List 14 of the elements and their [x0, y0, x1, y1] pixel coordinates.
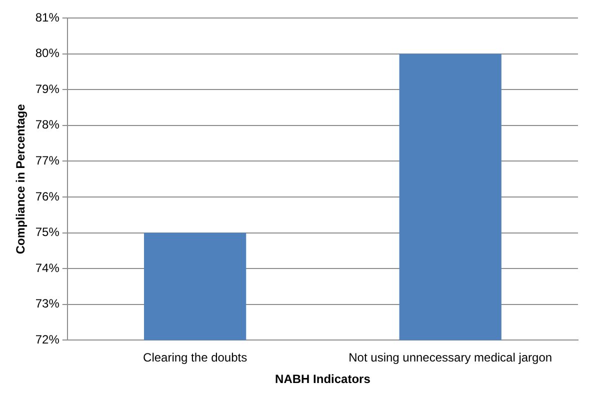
y-tick-label: 76% — [35, 189, 60, 204]
x-tick-label: Not using unnecessary medical jargon — [348, 350, 552, 365]
y-axis-title: Compliance in Percentage — [14, 104, 28, 254]
y-tick-label: 80% — [35, 46, 60, 60]
y-tick-label: 81% — [35, 10, 60, 24]
y-tick-label: 74% — [35, 260, 60, 275]
y-tick-label: 73% — [35, 296, 60, 311]
x-tick-label: Clearing the doubts — [143, 350, 248, 365]
x-axis-title: NABH Indicators — [275, 372, 371, 386]
y-tick-label: 78% — [35, 118, 60, 132]
y-tick-label: 75% — [35, 225, 60, 240]
y-tick-label: 72% — [35, 332, 60, 347]
y-tick-label: 79% — [35, 82, 60, 96]
y-tick-label: 77% — [35, 154, 60, 168]
